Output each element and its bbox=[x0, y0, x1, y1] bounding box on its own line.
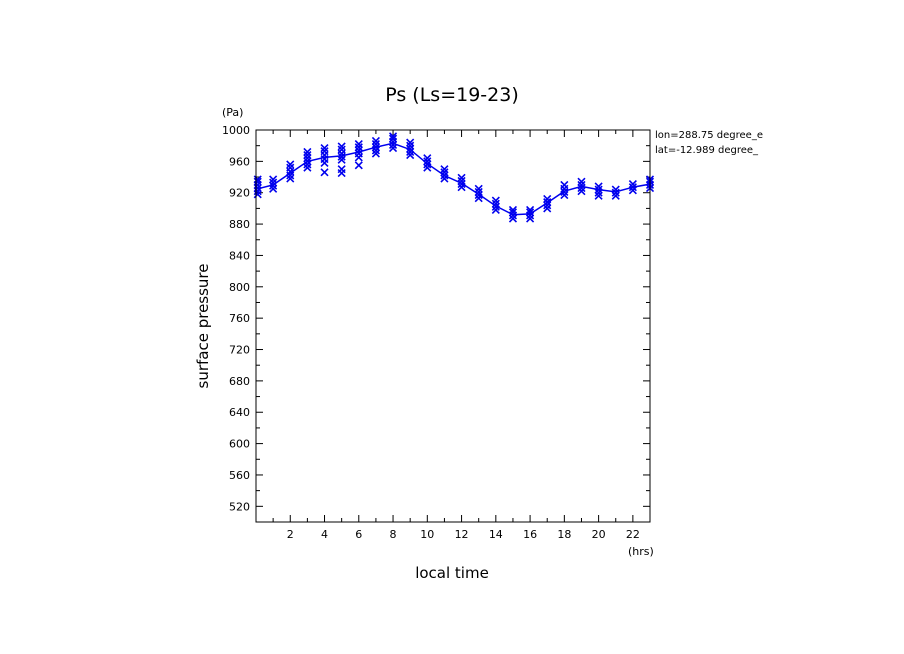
sample-point bbox=[286, 174, 295, 183]
sample-point bbox=[543, 204, 552, 213]
mean-series-line bbox=[257, 142, 651, 216]
sample-point bbox=[474, 184, 483, 193]
x-axis-label: local time bbox=[415, 564, 489, 582]
y-unit-label: (Pa) bbox=[222, 106, 243, 119]
axis-ticks bbox=[256, 129, 650, 522]
x-tick-label: 18 bbox=[557, 528, 571, 541]
sample-point bbox=[371, 136, 380, 146]
x-tick-label: 14 bbox=[489, 528, 503, 541]
x-tick-label: 20 bbox=[592, 528, 606, 541]
y-tick-label: 680 bbox=[229, 375, 250, 388]
sample-point bbox=[286, 163, 295, 172]
sample-markers bbox=[253, 132, 655, 223]
sample-point bbox=[320, 168, 329, 177]
sample-point bbox=[303, 151, 312, 160]
sample-point bbox=[457, 176, 466, 186]
y-tick-label: 560 bbox=[229, 469, 250, 482]
x-tick-label: 22 bbox=[626, 528, 640, 541]
plot-frame bbox=[255, 129, 651, 523]
sample-point bbox=[354, 161, 363, 170]
sample-point bbox=[406, 151, 415, 160]
y-tick-label: 880 bbox=[229, 218, 250, 231]
y-tick-label: 600 bbox=[229, 438, 250, 451]
sample-point bbox=[491, 196, 500, 205]
sample-point bbox=[337, 155, 346, 164]
sample-point bbox=[594, 191, 603, 200]
y-tick-label: 800 bbox=[229, 281, 250, 294]
sample-point bbox=[253, 190, 262, 199]
sample-point bbox=[253, 183, 262, 193]
sample-point bbox=[303, 163, 312, 172]
sample-point bbox=[611, 191, 620, 200]
x-tick-label: 12 bbox=[455, 528, 469, 541]
sample-point bbox=[577, 177, 586, 186]
sample-point bbox=[337, 145, 346, 154]
sample-point bbox=[577, 187, 586, 196]
sample-point bbox=[253, 175, 262, 184]
sample-point bbox=[457, 173, 466, 182]
tick-labels: 2 4 6 8 10 12 14 16 18 20 22 520 560 600 640 680 720 760 8… bbox=[222, 124, 640, 541]
sample-point bbox=[337, 165, 346, 174]
y-axis-label: surface pressure bbox=[194, 264, 212, 389]
sample-point bbox=[388, 132, 398, 141]
sample-point bbox=[269, 175, 278, 184]
y-tick-label: 720 bbox=[229, 344, 250, 357]
sample-point bbox=[320, 147, 329, 156]
y-tick-label: 840 bbox=[229, 249, 250, 262]
sample-point bbox=[388, 134, 398, 143]
sample-point bbox=[253, 177, 262, 186]
sample-point bbox=[388, 140, 398, 149]
sample-point bbox=[560, 180, 569, 189]
x-tick-label: 2 bbox=[287, 528, 294, 541]
annotation-lon: lon=288.75 degree_e bbox=[655, 130, 763, 141]
x-tick-label: 8 bbox=[390, 528, 397, 541]
sample-point bbox=[320, 143, 329, 153]
sample-point bbox=[491, 199, 500, 208]
sample-point bbox=[526, 214, 535, 223]
sample-point bbox=[474, 187, 483, 197]
sample-point bbox=[337, 142, 346, 151]
sample-point bbox=[303, 147, 312, 157]
sample-point bbox=[286, 160, 295, 169]
sample-point bbox=[269, 184, 278, 193]
sample-point bbox=[577, 183, 586, 193]
sample-point bbox=[354, 143, 363, 152]
y-tick-label: 640 bbox=[229, 406, 250, 419]
sample-point bbox=[508, 214, 518, 223]
sample-point bbox=[354, 140, 363, 149]
sample-point bbox=[423, 154, 432, 163]
y-tick-label: 960 bbox=[229, 155, 250, 168]
x-tick-label: 10 bbox=[420, 528, 434, 541]
chart-title: Ps (Ls=19-23) bbox=[385, 84, 519, 106]
sample-point bbox=[508, 205, 518, 215]
sample-point bbox=[406, 138, 415, 147]
x-tick-label: 4 bbox=[321, 528, 328, 541]
y-tick-label: 760 bbox=[229, 312, 250, 325]
x-unit-label: (hrs) bbox=[628, 545, 654, 558]
x-tick-label: 16 bbox=[523, 528, 537, 541]
sample-point bbox=[423, 157, 432, 166]
sample-point bbox=[406, 147, 415, 157]
y-tick-label: 1000 bbox=[222, 124, 250, 137]
sample-point bbox=[611, 188, 620, 197]
sample-point bbox=[543, 201, 552, 210]
y-tick-label: 520 bbox=[229, 500, 250, 513]
sample-point bbox=[388, 143, 398, 153]
sample-point bbox=[371, 149, 380, 158]
sample-point bbox=[440, 165, 449, 174]
y-tick-label: 920 bbox=[229, 187, 250, 200]
annotation-lat: lat=-12.989 degree_ bbox=[655, 145, 759, 156]
x-tick-label: 6 bbox=[355, 528, 362, 541]
